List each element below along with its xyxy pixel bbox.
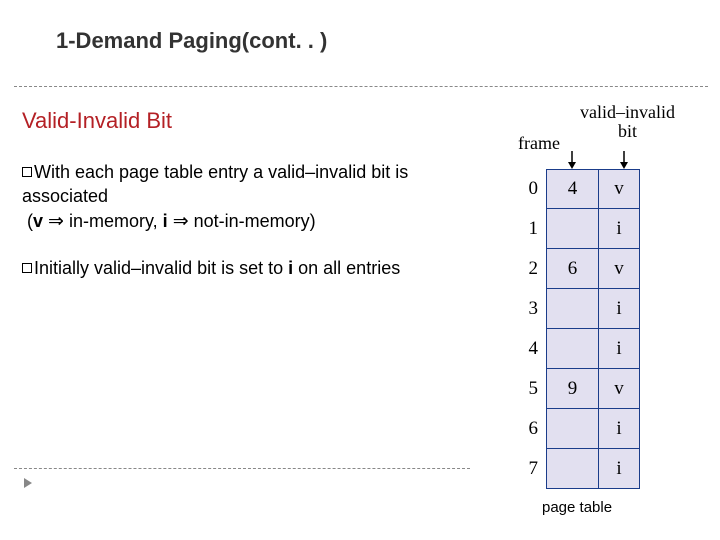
row-index: 6 [516, 409, 546, 449]
implies-icon: ⇒ [48, 211, 64, 232]
frame-cell [546, 409, 598, 449]
row-index: 7 [516, 449, 546, 489]
bullet-1-i: i [163, 211, 168, 231]
valid-invalid-column-label: valid–invalid bit [580, 103, 675, 141]
row-index: 1 [516, 209, 546, 249]
table-row: 04v [516, 169, 640, 209]
table-row: 1i [516, 209, 640, 249]
row-index: 5 [516, 369, 546, 409]
bullet-2-text1: Initially valid–invalid bit is set to [34, 258, 288, 278]
valid-bit-cell: i [598, 209, 640, 249]
page-table: 04v1i26v3i4i59v6i7i [516, 169, 640, 489]
frame-cell [546, 329, 598, 369]
bullet-1-mid1: in-memory, [64, 211, 163, 231]
frame-cell: 6 [546, 249, 598, 289]
bullet-2: Initially valid–invalid bit is set to i … [22, 256, 422, 280]
valid-bit-cell: i [598, 449, 640, 489]
slide-title: 1-Demand Paging(cont. . ) [56, 28, 327, 54]
frame-cell [546, 449, 598, 489]
bullet-1: With each page table entry a valid–inval… [22, 160, 422, 234]
valid-bit-cell: i [598, 409, 640, 449]
bullet-1-mid2: not-in-memory) [189, 211, 316, 231]
bullet-1-v: v [33, 211, 43, 231]
divider-top [14, 86, 708, 87]
bullet-box-icon [22, 167, 32, 177]
row-index: 4 [516, 329, 546, 369]
bullet-box-icon [22, 263, 32, 273]
bullet-2-text2: on all entries [293, 258, 400, 278]
frame-column-label: frame [518, 133, 560, 154]
valid-bit-cell: v [598, 369, 640, 409]
page-table-caption: page table [542, 499, 612, 516]
frame-cell [546, 289, 598, 329]
frame-cell: 4 [546, 169, 598, 209]
frame-cell [546, 209, 598, 249]
row-index: 3 [516, 289, 546, 329]
column-arrows-icon [568, 149, 638, 171]
table-row: 59v [516, 369, 640, 409]
footer-arrow-icon [24, 478, 32, 488]
table-row: 26v [516, 249, 640, 289]
table-row: 7i [516, 449, 640, 489]
table-row: 3i [516, 289, 640, 329]
table-row: 6i [516, 409, 640, 449]
vi-label-line2: bit [618, 121, 637, 141]
row-index: 2 [516, 249, 546, 289]
frame-cell: 9 [546, 369, 598, 409]
valid-bit-cell: v [598, 169, 640, 209]
valid-bit-cell: v [598, 249, 640, 289]
slide-subtitle: Valid-Invalid Bit [22, 108, 172, 134]
valid-bit-cell: i [598, 289, 640, 329]
bullet-1-text: With each page table entry a valid–inval… [22, 162, 408, 206]
divider-bottom [14, 468, 470, 469]
table-row: 4i [516, 329, 640, 369]
row-index: 0 [516, 169, 546, 209]
vi-label-line1: valid–invalid [580, 102, 675, 122]
valid-bit-cell: i [598, 329, 640, 369]
implies-icon: ⇒ [173, 211, 189, 232]
